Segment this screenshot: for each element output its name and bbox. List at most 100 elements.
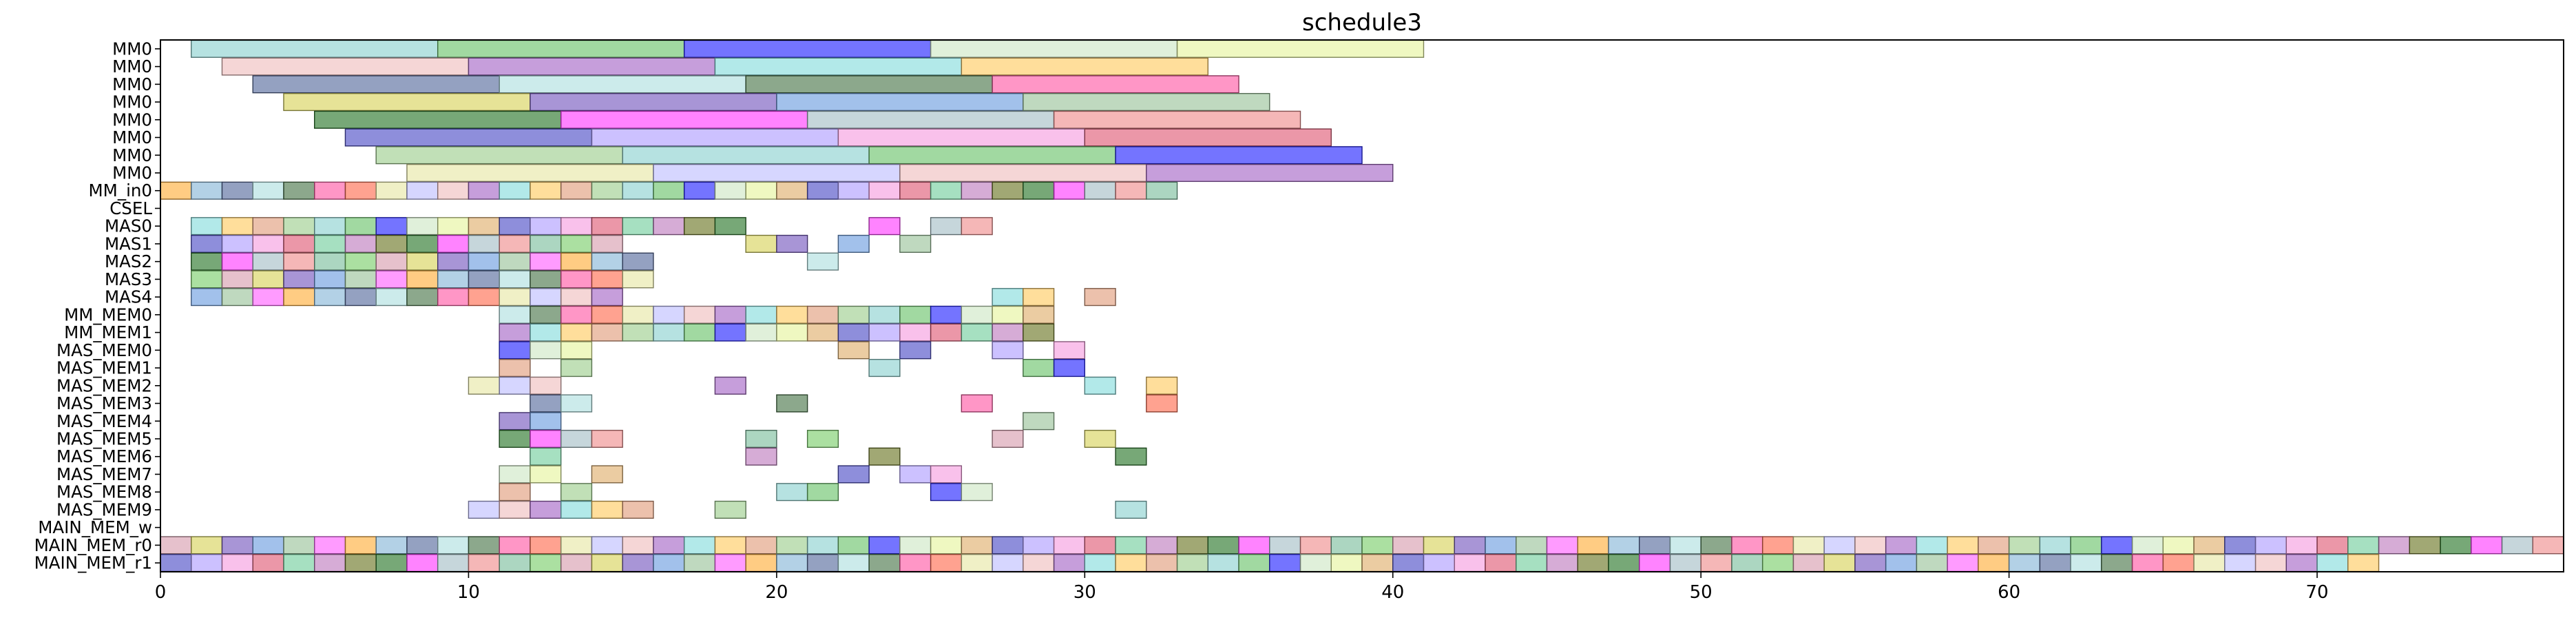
- task-bar: [1115, 181, 1147, 200]
- task-bar: [776, 181, 808, 200]
- task-bar: [591, 234, 623, 253]
- task-bar: [191, 536, 223, 555]
- task-bar: [1023, 554, 1055, 572]
- task-bar: [2039, 554, 2071, 572]
- task-bar: [1115, 146, 1363, 165]
- task-bar: [961, 181, 993, 200]
- task-bar: [961, 554, 993, 572]
- task-bar: [1361, 554, 1394, 572]
- task-bar: [2101, 536, 2133, 555]
- task-bar: [314, 110, 562, 129]
- task-bar: [560, 394, 593, 413]
- task-bar: [776, 305, 808, 324]
- task-bar: [406, 217, 439, 236]
- task-bar: [591, 252, 623, 271]
- task-bar: [745, 181, 777, 200]
- task-bar: [806, 323, 839, 342]
- task-bar: [406, 288, 439, 307]
- task-bar: [314, 252, 346, 271]
- task-bar: [468, 181, 500, 200]
- task-bar: [1761, 554, 1794, 572]
- task-bar: [2316, 536, 2349, 555]
- task-bar: [314, 181, 346, 200]
- task-bar: [1454, 536, 1486, 555]
- task-bar: [344, 181, 377, 200]
- task-bar: [314, 217, 346, 236]
- task-bar: [375, 217, 408, 236]
- task-bar: [899, 323, 932, 342]
- task-bar: [776, 323, 808, 342]
- task-bar: [160, 554, 192, 572]
- task-bar: [961, 217, 993, 236]
- task-bar: [191, 252, 223, 271]
- task-bar: [1146, 163, 1394, 183]
- task-bar: [1207, 536, 1239, 555]
- task-bar: [1115, 447, 1147, 466]
- task-bar: [1669, 536, 1701, 555]
- task-bar: [344, 234, 377, 253]
- task-bar: [499, 536, 531, 555]
- task-bar: [499, 554, 531, 572]
- task-bar: [1792, 554, 1825, 572]
- task-bar: [2285, 536, 2318, 555]
- task-bar: [252, 536, 284, 555]
- task-bar: [375, 536, 408, 555]
- task-bar: [344, 252, 377, 271]
- task-bar: [745, 429, 777, 448]
- task-bar: [1330, 554, 1363, 572]
- task-bar: [899, 234, 932, 253]
- task-bar: [499, 181, 531, 200]
- task-bar: [930, 536, 963, 555]
- task-bar: [252, 217, 284, 236]
- task-bar: [653, 217, 685, 236]
- task-bar: [252, 270, 284, 289]
- task-bar: [499, 270, 531, 289]
- task-bar: [344, 217, 377, 236]
- task-bar: [560, 270, 593, 289]
- task-bar: [406, 270, 439, 289]
- task-bar: [314, 536, 346, 555]
- task-bar: [806, 429, 839, 448]
- task-bar: [1854, 536, 1887, 555]
- task-bar: [868, 305, 901, 324]
- task-bar: [1053, 536, 1086, 555]
- task-bar: [930, 305, 963, 324]
- task-bar: [530, 181, 562, 200]
- task-bar: [930, 323, 963, 342]
- task-bar: [560, 288, 593, 307]
- y-tick-label: MM0: [112, 127, 152, 147]
- task-bar: [283, 181, 315, 200]
- task-bar: [714, 305, 746, 324]
- y-tick-label: MM0: [112, 163, 152, 183]
- task-bar: [1023, 412, 1055, 431]
- task-bar: [2409, 536, 2441, 555]
- task-bar: [2131, 554, 2164, 572]
- task-bar: [499, 252, 531, 271]
- task-bar: [2378, 536, 2410, 555]
- task-bar: [560, 483, 593, 502]
- task-bar: [992, 305, 1024, 324]
- task-bar: [1023, 181, 1055, 200]
- task-bar: [499, 500, 531, 519]
- task-bar: [622, 323, 654, 342]
- y-tick-label: MM0: [112, 56, 152, 76]
- y-tick-label: MAS_MEM4: [56, 411, 152, 431]
- task-bar: [530, 217, 562, 236]
- task-bar: [1638, 536, 1671, 555]
- task-bar: [868, 181, 901, 200]
- task-bar: [1577, 554, 1609, 572]
- task-bar: [499, 75, 746, 94]
- task-bar: [868, 359, 901, 378]
- y-tick-label: MAS_MEM5: [56, 429, 152, 449]
- task-bar: [499, 465, 531, 484]
- task-bar: [2193, 536, 2226, 555]
- task-bar: [622, 217, 654, 236]
- task-bar: [899, 554, 932, 572]
- task-bar: [1669, 554, 1701, 572]
- x-tick-label: 60: [1998, 582, 2020, 603]
- task-bar: [1392, 554, 1425, 572]
- task-bar: [406, 181, 439, 200]
- task-bar: [622, 252, 654, 271]
- y-tick-label: MAS_MEM1: [56, 358, 152, 378]
